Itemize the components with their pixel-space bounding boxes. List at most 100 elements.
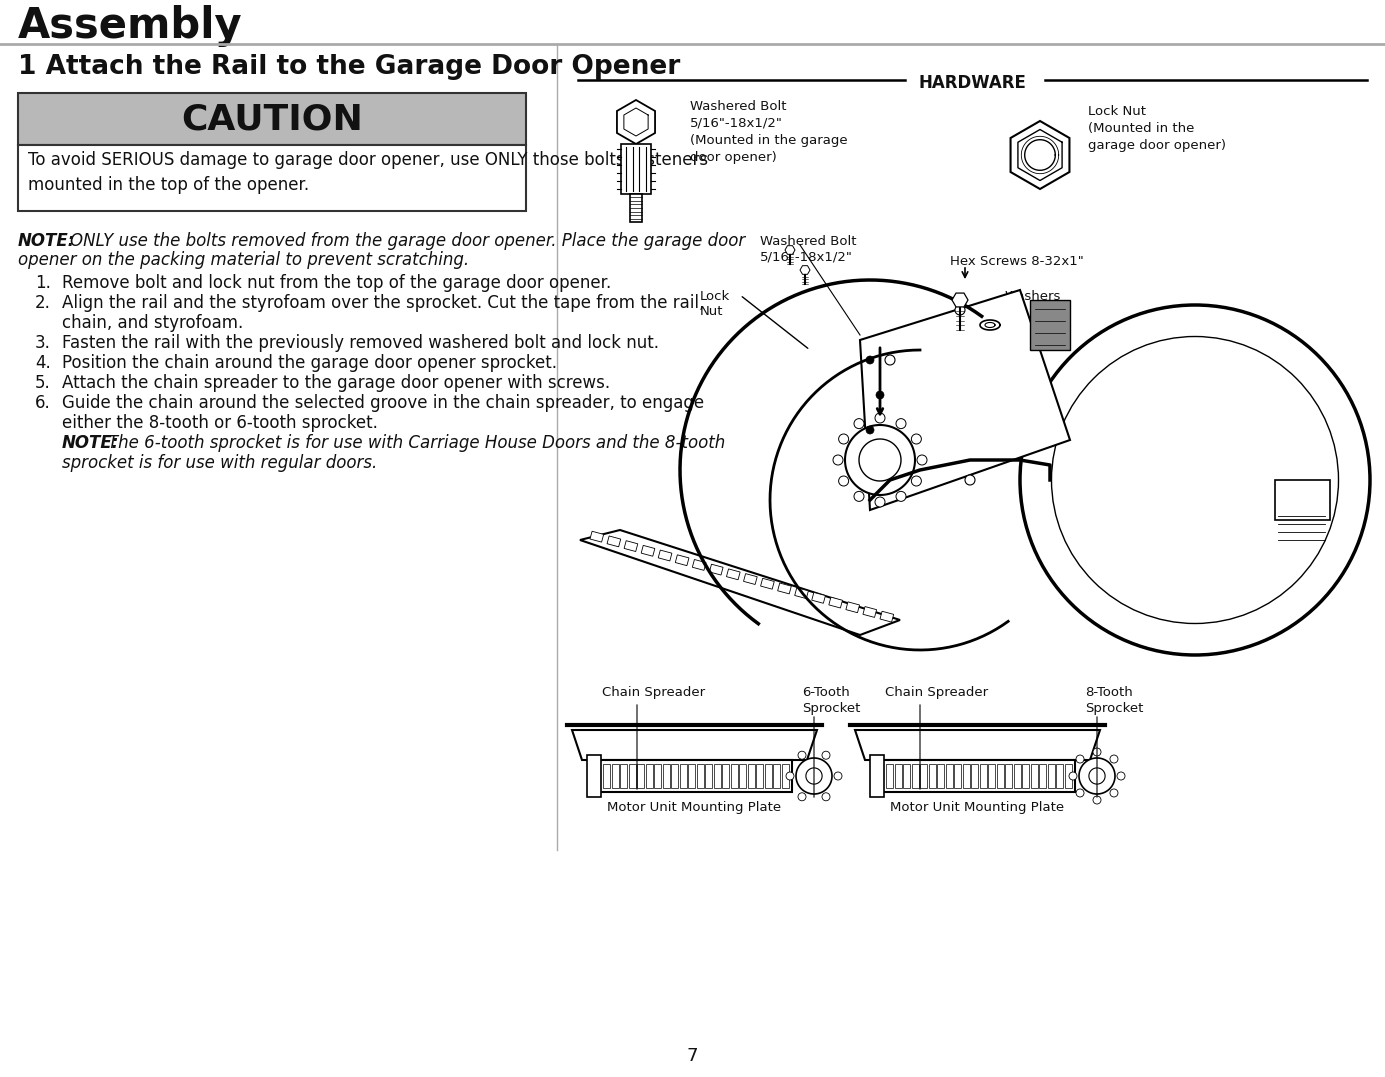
Text: Chain Spreader: Chain Spreader [885, 686, 988, 699]
Text: Assembly: Assembly [18, 5, 242, 47]
Circle shape [1116, 772, 1125, 780]
Circle shape [896, 491, 906, 502]
Bar [783, 764, 789, 788]
Bar [637, 764, 644, 788]
Text: NOTE:: NOTE: [18, 232, 75, 250]
Polygon shape [806, 768, 823, 784]
Bar [727, 569, 740, 579]
Bar [938, 764, 945, 788]
Bar [765, 764, 771, 788]
Bar [928, 764, 936, 788]
Bar [654, 764, 661, 788]
Bar [709, 564, 723, 575]
Circle shape [875, 412, 885, 423]
Bar [911, 764, 918, 788]
Bar [920, 764, 927, 788]
Text: Chain Spreader: Chain Spreader [602, 686, 705, 699]
Bar [777, 583, 791, 593]
Bar [1276, 480, 1330, 520]
Circle shape [896, 419, 906, 429]
Bar [748, 764, 755, 788]
Bar [1022, 764, 1029, 788]
Text: The 6-tooth sprocket is for use with Carriage House Doors and the 8-tooth: The 6-tooth sprocket is for use with Car… [108, 434, 726, 452]
Text: Washered Bolt
5/16"-18x1/2"
(Mounted in the garage
door opener): Washered Bolt 5/16"-18x1/2" (Mounted in … [690, 100, 848, 164]
Bar [946, 764, 953, 788]
Bar [723, 764, 730, 788]
Polygon shape [859, 439, 902, 481]
Bar [18, 93, 526, 145]
Bar [676, 555, 688, 565]
Text: 1 Attach the Rail to the Garage Door Opener: 1 Attach the Rail to the Garage Door Ope… [18, 54, 680, 80]
Bar [620, 144, 651, 194]
Bar [954, 764, 961, 788]
Text: HARDWARE: HARDWARE [918, 74, 1026, 92]
Text: Lock
Nut: Lock Nut [699, 290, 730, 318]
Text: opener on the packing material to prevent scratching.: opener on the packing material to preven… [18, 251, 470, 269]
Circle shape [866, 356, 874, 364]
Bar [692, 560, 706, 571]
Text: 6.: 6. [35, 394, 51, 412]
Circle shape [834, 772, 842, 780]
Circle shape [1093, 796, 1101, 805]
Circle shape [823, 752, 830, 759]
Text: Position the chain around the garage door opener sprocket.: Position the chain around the garage doo… [62, 354, 557, 372]
Bar [672, 764, 679, 788]
Text: 5.: 5. [35, 374, 51, 392]
Circle shape [895, 435, 904, 445]
Text: Washers: Washers [1006, 290, 1061, 303]
Text: CAUTION: CAUTION [181, 102, 363, 136]
Text: Washered Bolt
5/16"-18x1/2": Washered Bolt 5/16"-18x1/2" [760, 235, 856, 263]
Bar [713, 764, 720, 788]
Bar [602, 764, 609, 788]
Text: Motor Unit Mounting Plate: Motor Unit Mounting Plate [891, 801, 1065, 814]
Bar [812, 592, 825, 603]
Text: To avoid SERIOUS damage to garage door opener, use ONLY those bolts/fasteners
mo: To avoid SERIOUS damage to garage door o… [28, 151, 708, 194]
Circle shape [1019, 305, 1370, 655]
Bar [705, 764, 712, 788]
Bar [590, 531, 604, 542]
Bar [1039, 764, 1047, 788]
Bar [1030, 300, 1071, 350]
Circle shape [832, 454, 843, 465]
Bar [1057, 764, 1064, 788]
Circle shape [956, 305, 965, 314]
Bar [828, 597, 842, 609]
Polygon shape [580, 530, 900, 635]
Polygon shape [1011, 121, 1069, 188]
Bar [1030, 764, 1037, 788]
Bar [1065, 764, 1072, 788]
Bar [597, 760, 792, 792]
Bar [886, 764, 893, 788]
Bar [740, 764, 747, 788]
Circle shape [911, 434, 921, 444]
Text: 6-Tooth
Sprocket: 6-Tooth Sprocket [802, 686, 860, 715]
Bar [963, 764, 969, 788]
Polygon shape [616, 100, 655, 144]
Polygon shape [951, 293, 968, 307]
Bar [846, 602, 860, 613]
Circle shape [911, 476, 921, 486]
Text: NOTE:: NOTE: [62, 434, 119, 452]
Circle shape [855, 419, 864, 429]
Circle shape [855, 491, 864, 502]
Bar [607, 536, 620, 547]
Text: Fasten the rail with the previously removed washered bolt and lock nut.: Fasten the rail with the previously remo… [62, 334, 659, 352]
Text: Hex Screws 8-32x1": Hex Screws 8-32x1" [950, 255, 1083, 268]
Polygon shape [860, 290, 1071, 510]
Bar [997, 764, 1004, 788]
Bar [989, 764, 996, 788]
Bar [1048, 764, 1055, 788]
Bar [971, 764, 978, 788]
Text: sprocket is for use with regular doors.: sprocket is for use with regular doors. [62, 454, 377, 472]
Bar [680, 764, 687, 788]
Bar [612, 764, 619, 788]
Text: 2.: 2. [35, 294, 51, 312]
Text: Lock Nut
(Mounted in the
garage door opener): Lock Nut (Mounted in the garage door ope… [1089, 104, 1226, 152]
Text: 1.: 1. [35, 274, 51, 292]
Circle shape [839, 434, 849, 444]
Circle shape [1051, 336, 1338, 624]
Text: either the 8-tooth or 6-tooth sprocket.: either the 8-tooth or 6-tooth sprocket. [62, 414, 378, 432]
Text: ONLY use the bolts removed from the garage door opener. Place the garage door: ONLY use the bolts removed from the gara… [71, 232, 745, 250]
Bar [731, 764, 738, 788]
Bar [879, 612, 893, 623]
